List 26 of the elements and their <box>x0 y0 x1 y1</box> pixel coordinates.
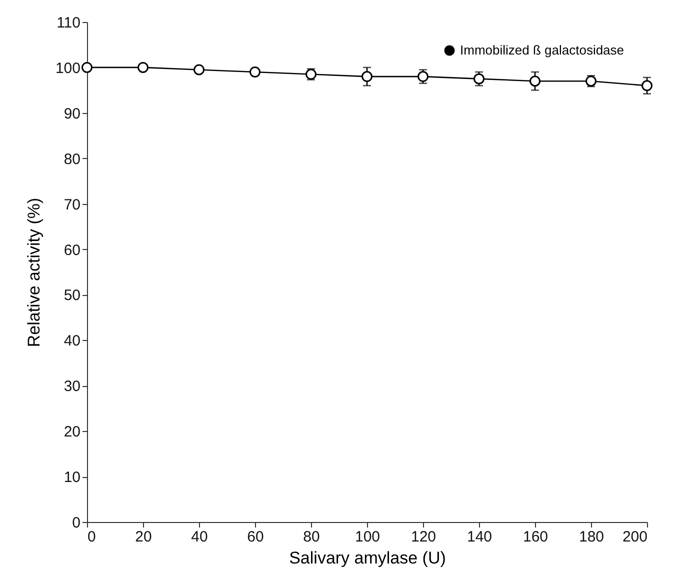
x-tick-label: 180 <box>578 528 604 546</box>
y-axis-title: Relative activity (%) <box>24 198 44 348</box>
x-tick-label: 0 <box>88 528 96 546</box>
x-tick-label: 140 <box>466 528 492 546</box>
x-tick-label: 80 <box>303 528 320 546</box>
y-tick-label: 0 <box>72 514 80 532</box>
x-tick-label: 200 <box>622 528 648 546</box>
y-tick-label: 80 <box>64 150 80 168</box>
y-tick-label: 10 <box>64 469 80 486</box>
y-tick-label: 70 <box>64 196 80 214</box>
x-tick-label: 20 <box>135 528 152 546</box>
legend-label: Immobilized ß galactosidase <box>460 42 624 58</box>
x-tick-label: 120 <box>410 528 436 546</box>
y-tick-label: 20 <box>64 424 80 441</box>
y-tick-label: 100 <box>55 60 80 77</box>
y-tick-label: 40 <box>64 332 80 350</box>
y-tick-label: 90 <box>64 105 80 122</box>
x-tick-label: 60 <box>247 528 264 546</box>
y-tick-label: 50 <box>64 287 80 304</box>
y-tick-label: 110 <box>56 14 80 32</box>
x-axis-title: Salivary amylase (U) <box>289 548 446 568</box>
y-tick-label: 60 <box>64 242 80 259</box>
x-tick-label: 40 <box>191 528 208 546</box>
y-tick-label: 30 <box>64 378 80 396</box>
x-tick-label: 100 <box>354 528 380 546</box>
x-tick-label: 160 <box>522 528 548 546</box>
